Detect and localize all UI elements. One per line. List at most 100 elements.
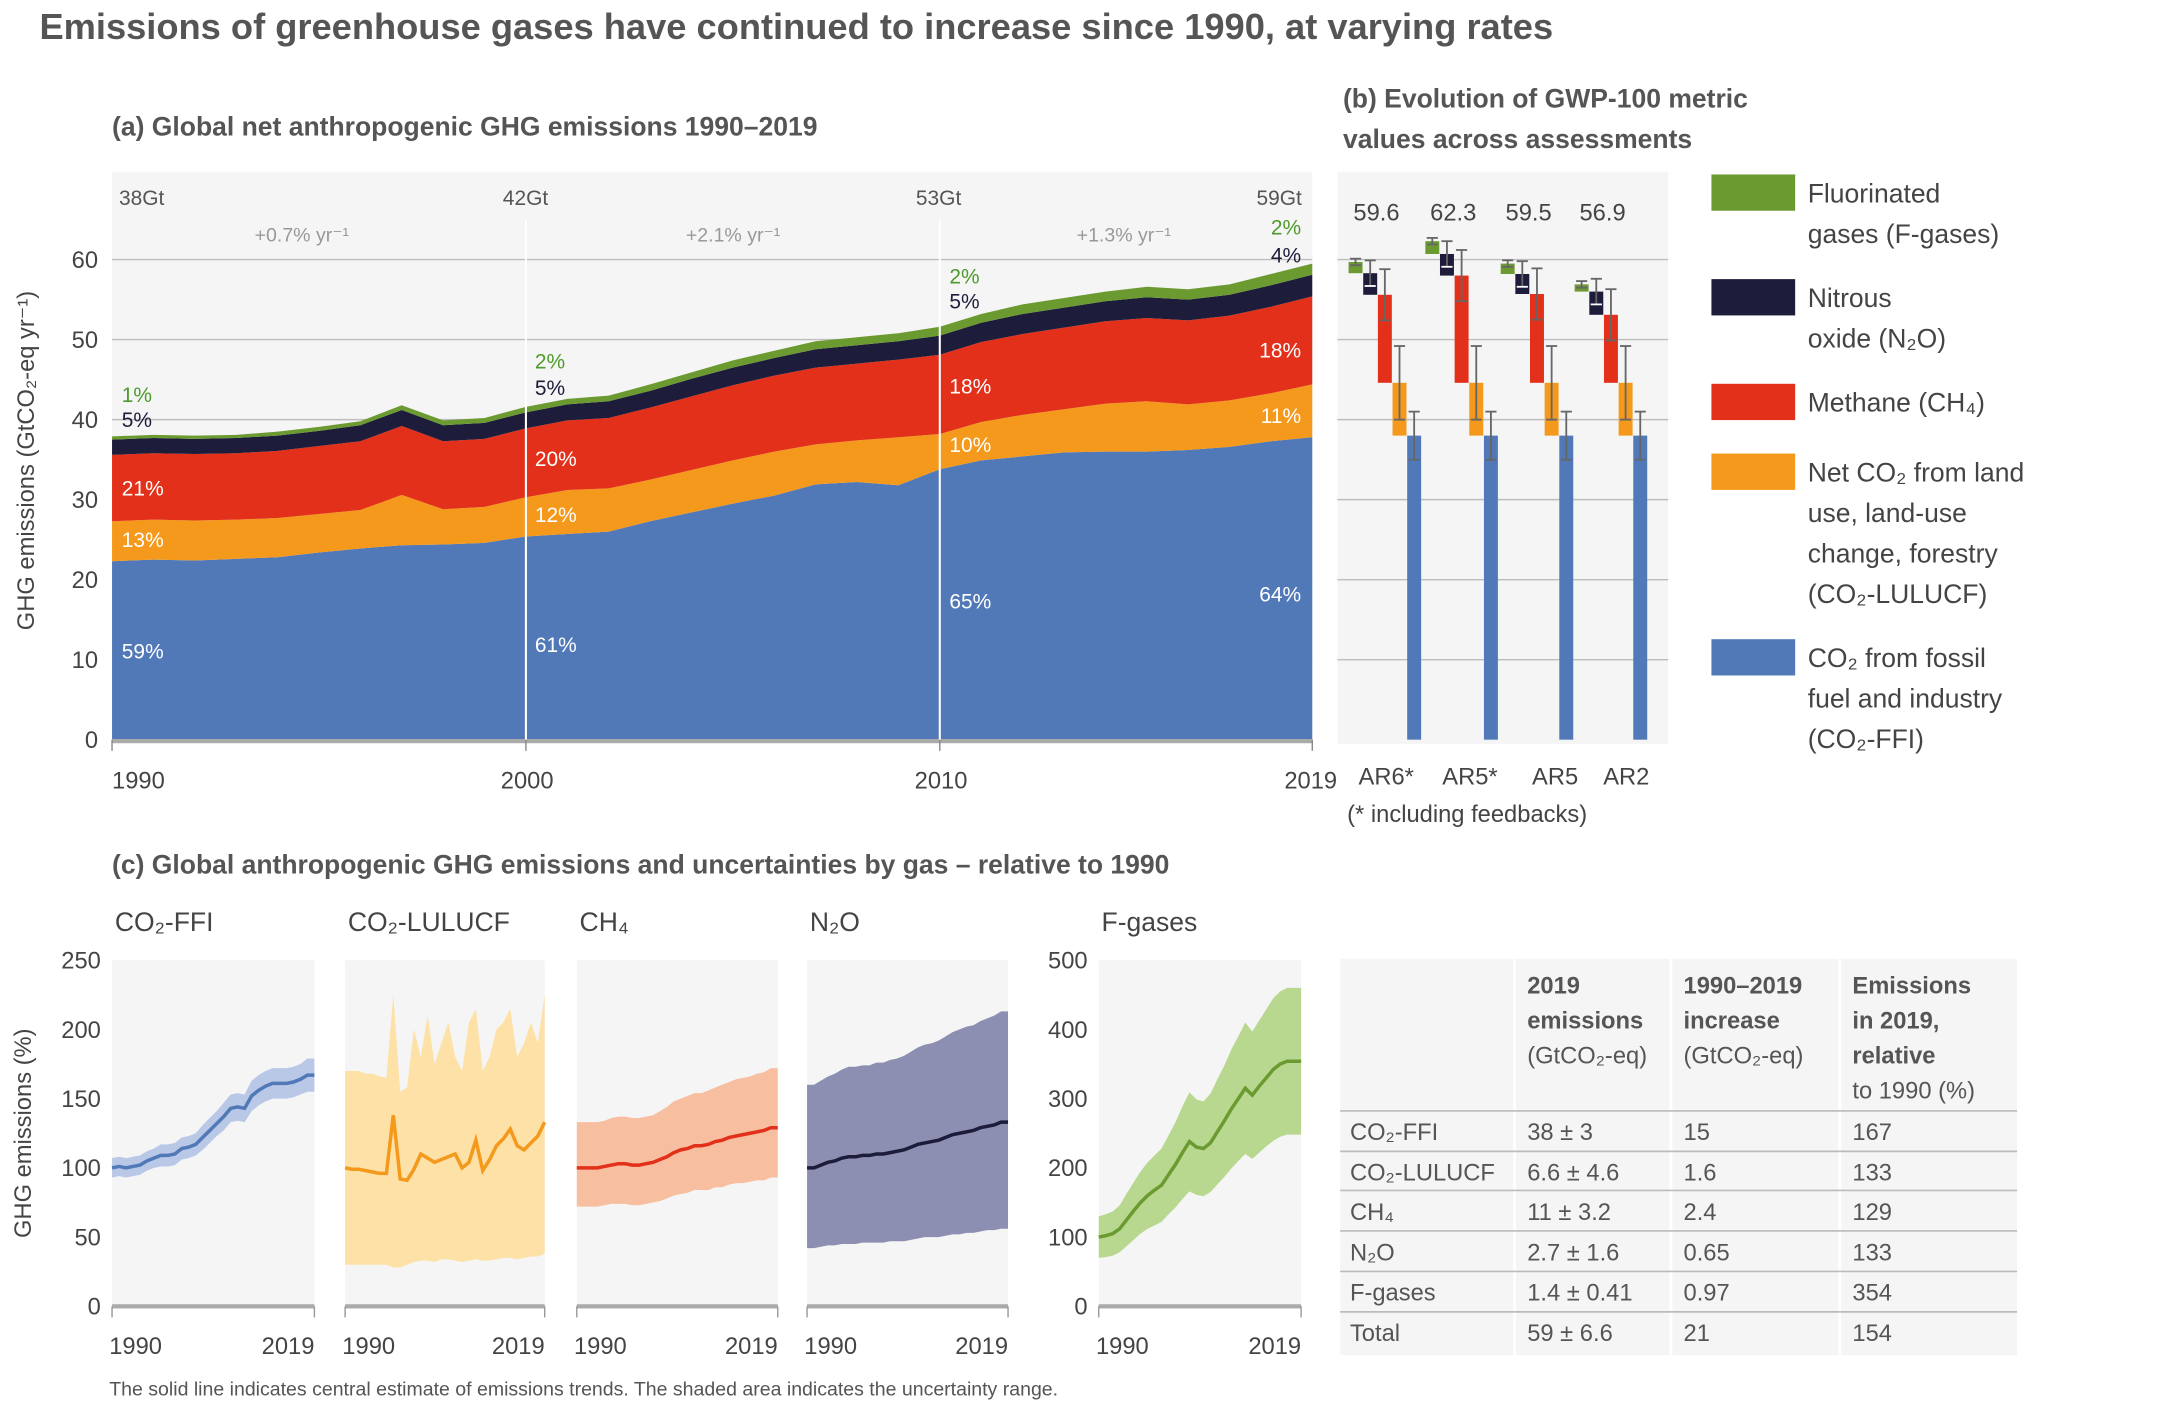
category-label: AR6* xyxy=(1359,764,1414,790)
table-cell: 0.65 xyxy=(1684,1240,1730,1266)
y-tick-label: 300 xyxy=(1048,1087,1088,1113)
central-estimate-line xyxy=(576,1125,778,1170)
share-label-n2o: 5% xyxy=(122,409,152,432)
column-header: Emissions xyxy=(1852,974,1971,1000)
panel-b-title: (b) Evolution of GWP-100 metric xyxy=(1343,83,1748,113)
panel-a-stacked-area-chart: (a) Global net anthropogenic GHG emissio… xyxy=(14,111,1337,794)
uncertainty-band xyxy=(807,1011,1009,1249)
bar-ch4 xyxy=(1529,293,1544,383)
subplot-co2-lulucf: CO₂-LULUCF 1990 2019 xyxy=(342,907,547,1360)
y-tick-label: 60 xyxy=(72,248,98,274)
share-label-co2-ffi: 65% xyxy=(949,590,991,613)
growth-rate-label: +2.1% yr⁻¹ xyxy=(686,224,781,246)
panel-b-title: values across assessments xyxy=(1343,124,1692,154)
subplot-f-gases: F-gases 1990 2019 0 100 200 300 400 500 xyxy=(1048,907,1302,1360)
table-cell: 1.4 ± 0.41 xyxy=(1527,1281,1632,1307)
table-cell: CO₂-FFI xyxy=(1350,1120,1438,1146)
uncertainty-band xyxy=(1098,987,1302,1258)
y-tick-label: 150 xyxy=(61,1087,101,1113)
subplot-title: F-gases xyxy=(1102,907,1198,937)
x-tick-label: 2010 xyxy=(915,769,968,795)
y-tick-label: 400 xyxy=(1048,1018,1088,1044)
table-row: Total 59 ± 6.6 21 154 xyxy=(1350,1321,1892,1347)
area-co2-lulucf xyxy=(112,384,1313,562)
column-header: in 2019, xyxy=(1852,1009,1939,1035)
share-label-f-gases: 2% xyxy=(949,265,979,288)
legend-label: gases (F-gases) xyxy=(1808,219,1999,249)
x-tick-label: 2000 xyxy=(501,769,554,795)
column-header: (GtCO₂-eq) xyxy=(1527,1043,1647,1069)
table-cell: 154 xyxy=(1852,1321,1892,1347)
y-tick-label: 10 xyxy=(72,648,98,674)
column-header: (GtCO₂-eq) xyxy=(1684,1043,1804,1069)
x-tick-label: 1990 xyxy=(574,1334,627,1360)
share-label-co2-lulucf: 10% xyxy=(949,434,991,457)
share-label-n2o: 4% xyxy=(1271,244,1301,267)
legend-label: fuel and industry xyxy=(1808,684,2003,714)
x-tick-label: 1990 xyxy=(342,1334,395,1360)
table-cell: 11 ± 3.2 xyxy=(1527,1200,1611,1226)
footnote: The solid line indicates central estimat… xyxy=(109,1379,1058,1401)
panel-c-line-charts: (c) Global anthropogenic GHG emissions a… xyxy=(11,850,1302,1360)
table-cell: CO₂-LULUCF xyxy=(1350,1161,1495,1187)
share-label-co2-ffi: 59% xyxy=(122,641,164,664)
y-tick-label: 100 xyxy=(1048,1225,1088,1251)
total-value-label: 62.3 xyxy=(1430,201,1476,227)
y-tick-label: 100 xyxy=(61,1156,101,1182)
total-label: 42Gt xyxy=(503,187,549,210)
x-tick-label: 1990 xyxy=(804,1334,857,1360)
table-cell: F-gases xyxy=(1350,1281,1436,1307)
total-label: 53Gt xyxy=(916,187,962,210)
table-cell: 2.7 ± 1.6 xyxy=(1527,1240,1619,1266)
legend-label: oxide (N₂O) xyxy=(1808,324,1946,354)
x-tick-label: 1990 xyxy=(1096,1334,1149,1360)
bar-ch4 xyxy=(1603,314,1618,383)
y-tick-label: 0 xyxy=(88,1295,101,1321)
panel-c-title: (c) Global anthropogenic GHG emissions a… xyxy=(112,850,1169,880)
figure-title: Emissions of greenhouse gases have conti… xyxy=(39,6,1553,47)
total-label: 38Gt xyxy=(119,187,165,210)
area-f-gases xyxy=(112,263,1313,440)
column-header: increase xyxy=(1684,1009,1780,1035)
summary-table: 2019 emissions (GtCO₂-eq) 1990–2019 increase… xyxy=(1340,958,2018,1356)
subplot-title: CO₂-FFI xyxy=(115,907,214,937)
y-tick-label: 40 xyxy=(72,408,98,434)
central-estimate-line xyxy=(344,1115,547,1183)
x-tick-label: 2019 xyxy=(955,1334,1008,1360)
share-label-n2o: 5% xyxy=(535,377,565,400)
legend-swatch-n2o xyxy=(1711,279,1796,316)
y-tick-label: 20 xyxy=(72,568,98,594)
area-co2-ffi xyxy=(112,437,1313,740)
table-background xyxy=(1340,958,2018,1356)
legend-swatch-co2-ffi xyxy=(1711,639,1796,676)
bar-f-gases xyxy=(1348,261,1363,274)
legend-label: (CO₂-LULUCF) xyxy=(1808,579,1988,609)
legend-label: (CO₂-FFI) xyxy=(1808,724,1924,754)
table-cell: 2.4 xyxy=(1684,1200,1717,1226)
total-label: 59Gt xyxy=(1256,187,1302,210)
bar-ch4 xyxy=(1454,275,1469,383)
uncertainty-band xyxy=(576,1068,778,1207)
y-tick-label: 50 xyxy=(72,328,98,354)
x-tick-label: 1990 xyxy=(109,1334,162,1360)
category-label: AR2 xyxy=(1603,764,1649,790)
table-cell: N₂O xyxy=(1350,1240,1395,1266)
share-label-f-gases: 2% xyxy=(535,350,565,373)
table-cell: CH₄ xyxy=(1350,1200,1394,1226)
table-cell: 0.97 xyxy=(1684,1281,1730,1307)
table-cell: 1.6 xyxy=(1684,1161,1717,1187)
share-label-co2-ffi: 61% xyxy=(535,634,577,657)
table-cell: 133 xyxy=(1852,1240,1892,1266)
subplot-title: CO₂-LULUCF xyxy=(348,907,510,937)
plot-background xyxy=(1337,171,1669,744)
table-cell: 354 xyxy=(1852,1281,1892,1307)
column-header: 1990–2019 xyxy=(1684,974,1803,1000)
share-label-ch4: 18% xyxy=(949,376,991,399)
legend-swatch-co2-lulucf xyxy=(1711,453,1796,490)
bar-co2-ffi xyxy=(1633,435,1648,740)
subplot-title: CH₄ xyxy=(580,907,629,937)
bar-co2-ffi xyxy=(1483,435,1498,740)
area-ch4 xyxy=(112,296,1313,522)
y-tick-label: 200 xyxy=(61,1018,101,1044)
y-axis-label: GHG emissions (GtCO₂-eq yr⁻¹) xyxy=(14,291,40,630)
